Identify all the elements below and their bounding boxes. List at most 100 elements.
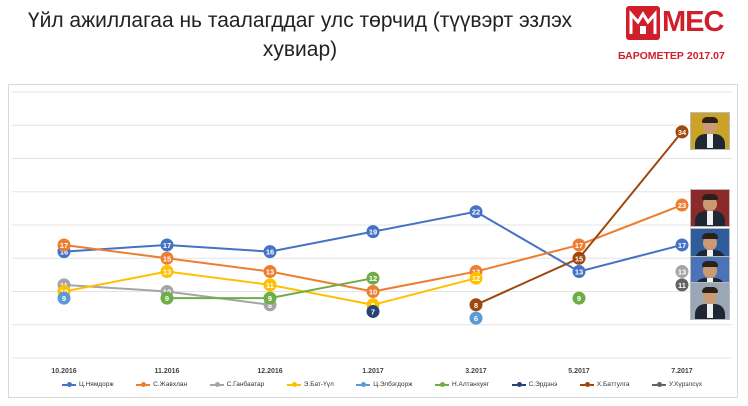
data-point — [675, 265, 689, 279]
mec-logo-icon — [626, 6, 660, 40]
data-point — [263, 278, 277, 292]
legend-item: С.Жавхлан — [136, 381, 187, 388]
data-label: 17 — [678, 241, 686, 250]
legend-label: С.Эрдэнэ — [528, 381, 558, 388]
data-point — [263, 291, 277, 305]
x-tick-label: 12.2016 — [257, 368, 282, 375]
logo-subtitle: БАРОМЕТЕР 2017.07 — [618, 50, 725, 62]
candidate-photo — [690, 112, 730, 150]
data-label: 8 — [268, 301, 272, 310]
data-point — [572, 291, 586, 305]
data-point — [263, 245, 277, 259]
data-label: 6 — [474, 314, 478, 323]
photo-hair — [702, 194, 718, 200]
x-tick-label: 7.2017 — [671, 368, 693, 375]
legend-label: У.Хүрэлсүх — [668, 381, 702, 388]
legend-swatch — [209, 381, 224, 387]
legend-swatch — [286, 381, 301, 387]
legend-item: Н.Алтанхуяг — [435, 381, 489, 388]
legend-swatch — [356, 381, 371, 387]
legend-item: С.Эрдэнэ — [511, 381, 558, 388]
photo-shirt — [707, 304, 713, 318]
page-title: Үйл ажиллагаа нь таалагддаг улс төрчид (… — [27, 9, 573, 61]
data-point — [160, 238, 174, 252]
data-label: 15 — [575, 254, 583, 263]
legend-item: Э.Бат-Үүл — [286, 381, 334, 388]
data-label: 11 — [266, 281, 274, 290]
data-point — [572, 251, 586, 265]
candidate-photo — [690, 189, 730, 227]
data-point — [160, 251, 174, 265]
data-point — [160, 291, 174, 305]
x-tick-label: 11.2016 — [155, 368, 180, 375]
data-label: 9 — [268, 294, 272, 303]
photo-shirt — [707, 134, 713, 148]
data-point — [263, 265, 277, 279]
data-label: 13 — [163, 268, 171, 277]
data-label: 12 — [369, 274, 377, 283]
data-label: 7 — [371, 307, 375, 316]
legend-item: С.Ганбаатар — [209, 381, 265, 388]
chart-legend: Ц.Нямдорж С.Жавхлан С.Ганбаатар Э.Бат-Үүл Ц.… — [62, 381, 702, 388]
data-label: 23 — [678, 201, 686, 210]
legend-item: У.Хүрэлсүх — [651, 381, 702, 388]
data-label: 34 — [678, 128, 687, 137]
legend-swatch — [62, 381, 76, 387]
data-label: 9 — [165, 294, 169, 303]
data-label: 12 — [472, 274, 480, 283]
legend-swatch — [511, 381, 526, 387]
mec-logo: MEC БАРОМЕТЕР 2017.07 — [616, 4, 744, 70]
data-point — [366, 304, 380, 318]
legend-label: С.Ганбаатар — [226, 381, 265, 388]
legend-label: Н.Алтанхуяг — [452, 381, 490, 388]
data-point — [366, 271, 380, 285]
data-point — [469, 271, 483, 285]
legend-swatch — [579, 381, 594, 387]
data-label: 9 — [577, 294, 581, 303]
series-line — [475, 131, 683, 306]
legend-label: Х.Баттулга — [596, 381, 630, 388]
data-label: 9 — [62, 294, 66, 303]
data-label: 17 — [575, 241, 583, 250]
data-point — [675, 198, 689, 212]
x-tick-label: 10.2016 — [51, 368, 76, 375]
x-tick-label: 1.2017 — [362, 368, 384, 375]
data-label: 11 — [678, 281, 686, 290]
data-point — [675, 125, 689, 139]
data-label: 15 — [163, 254, 171, 263]
chart-frame — [8, 84, 738, 398]
legend-label: Э.Бат-Үүл — [303, 381, 334, 388]
candidate-photo — [690, 282, 730, 320]
data-point — [469, 298, 483, 312]
legend-label: Ц.Нямдорж — [79, 381, 114, 388]
data-point — [469, 311, 483, 325]
legend-swatch — [136, 381, 151, 387]
legend-item: Х.Баттулга — [579, 381, 630, 388]
legend-swatch — [651, 381, 666, 387]
data-point — [675, 238, 689, 252]
data-point — [366, 225, 380, 239]
data-label: 13 — [266, 268, 274, 277]
data-point — [57, 291, 71, 305]
data-label: 16 — [266, 248, 274, 257]
photo-hair — [702, 233, 718, 239]
data-label: 22 — [472, 208, 480, 217]
x-tick-label: 5.2017 — [568, 368, 590, 375]
data-point — [572, 238, 586, 252]
data-label: 19 — [369, 228, 377, 237]
photo-shirt — [707, 211, 713, 225]
data-label: 8 — [474, 301, 478, 310]
photo-hair — [702, 261, 718, 267]
legend-item: Ц.Элбэгдорж — [356, 381, 413, 388]
data-point — [366, 285, 380, 298]
photo-hair — [702, 287, 718, 293]
x-tick-label: 3.2017 — [465, 368, 487, 375]
data-label: 17 — [163, 241, 171, 250]
legend-swatch — [435, 381, 450, 387]
photo-hair — [702, 117, 718, 123]
legend-label: С.Жавхлан — [153, 381, 188, 388]
data-point — [675, 278, 689, 292]
data-label: 13 — [575, 268, 583, 277]
data-label: 16 — [60, 248, 68, 257]
